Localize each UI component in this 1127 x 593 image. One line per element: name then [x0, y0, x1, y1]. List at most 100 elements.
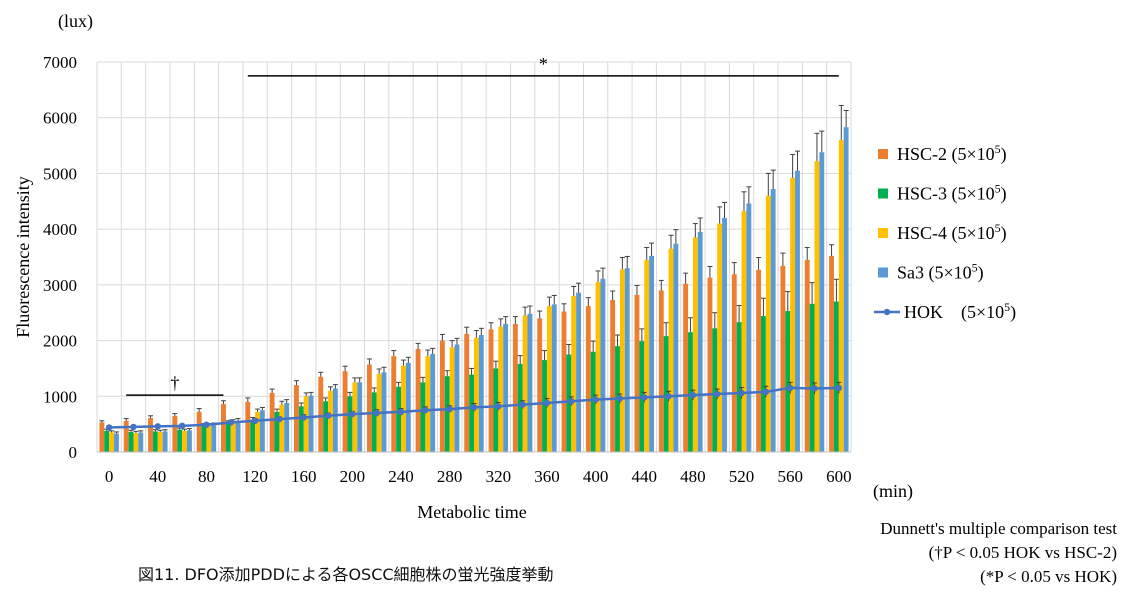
- x-tick-label: 200: [340, 467, 366, 486]
- bar: [688, 332, 693, 452]
- bar: [819, 152, 825, 452]
- bar: [561, 311, 567, 452]
- bar: [148, 418, 153, 452]
- legend-label: Sa3 (5×105): [897, 261, 984, 284]
- bar: [756, 269, 762, 452]
- x-axis-title: Metabolic time: [417, 502, 526, 522]
- bar: [284, 402, 290, 452]
- legend-swatch: [878, 228, 888, 238]
- dagger-note: (†P < 0.05 HOK vs HSC-2): [928, 543, 1117, 562]
- bar: [833, 301, 839, 452]
- bar: [619, 269, 625, 452]
- test-name: Dunnett's multiple comparison test: [880, 519, 1117, 538]
- bar: [522, 315, 528, 452]
- hok-point: [786, 384, 794, 392]
- hok-point: [130, 423, 137, 431]
- bar: [765, 195, 771, 452]
- bar: [259, 410, 265, 452]
- significance-symbol: †: [170, 373, 179, 393]
- bar: [503, 323, 509, 452]
- legend-entry: HSC-4 (5×105): [878, 221, 1007, 244]
- bar: [546, 306, 552, 452]
- bar: [673, 243, 679, 452]
- x-tick-label: 240: [388, 467, 414, 486]
- bar: [493, 368, 499, 452]
- x-tick-label: 440: [632, 467, 658, 486]
- bar: [478, 335, 484, 452]
- legend-entry: HSC-3 (5×105): [878, 182, 1007, 205]
- bar: [843, 127, 849, 452]
- hok-point: [714, 390, 721, 398]
- legend-label: HOK (5×105): [904, 300, 1016, 323]
- bar: [332, 388, 338, 452]
- hok-point: [665, 393, 672, 400]
- legend-entry: HSC-2 (5×105): [878, 142, 1007, 165]
- bar: [206, 425, 212, 452]
- bar: [464, 333, 470, 452]
- bar: [712, 328, 718, 452]
- bar: [707, 277, 713, 452]
- bar: [318, 376, 324, 452]
- x-tick-label: 600: [826, 467, 852, 486]
- x-tick-label: 0: [105, 467, 114, 486]
- x-tick-label: 320: [486, 467, 512, 486]
- bar: [488, 329, 494, 452]
- hok-point: [373, 409, 380, 417]
- bar: [182, 430, 187, 452]
- legend-swatch: [878, 267, 888, 278]
- bar: [517, 363, 523, 452]
- bar: [761, 316, 766, 452]
- legend-entry: HOK (5×105): [874, 300, 1016, 323]
- hok-point: [738, 389, 745, 397]
- legend-label: HSC-2 (5×105): [897, 142, 1007, 165]
- bar: [644, 259, 650, 452]
- legend: HSC-2 (5×105) HSC-3 (5×105) HSC-4 (5×105) S…: [874, 142, 1016, 323]
- bar: [663, 336, 669, 452]
- bar: [814, 161, 820, 452]
- bar: [196, 411, 202, 452]
- bar: [255, 411, 260, 452]
- bar: [746, 203, 752, 452]
- bar: [576, 292, 582, 452]
- hok-point: [324, 412, 332, 419]
- bar: [128, 431, 134, 452]
- bar: [790, 177, 796, 452]
- bar: [235, 420, 241, 452]
- bar: [512, 323, 518, 452]
- bar: [245, 401, 251, 452]
- bar: [692, 237, 698, 452]
- statistics-note: Dunnett's multiple comparison test (†P <…: [880, 517, 1117, 589]
- bar: [123, 420, 129, 452]
- bar: [585, 306, 591, 452]
- bar: [201, 425, 207, 452]
- bar: [371, 392, 377, 452]
- bar: [347, 396, 353, 452]
- grid: [96, 61, 852, 453]
- y-tick-label: 7000: [43, 53, 77, 72]
- bar: [366, 364, 372, 452]
- significance-markers: †*: [126, 54, 839, 396]
- bar: [104, 430, 110, 452]
- legend-entry: Sa3 (5×105): [878, 261, 984, 284]
- bar: [697, 231, 703, 452]
- bar: [157, 431, 163, 452]
- bar: [303, 396, 309, 452]
- hok-point: [397, 408, 405, 416]
- bar: [425, 356, 431, 452]
- bar: [109, 432, 115, 452]
- hok-point: [689, 391, 697, 399]
- significance-symbol: *: [539, 54, 548, 74]
- hok-point: [300, 414, 307, 421]
- bar: [683, 283, 689, 452]
- asterisk-note: (*P < 0.05 vs HOK): [980, 567, 1117, 586]
- bar: [474, 337, 479, 452]
- hok-point: [616, 395, 624, 402]
- bar: [405, 362, 411, 452]
- bar: [415, 348, 421, 452]
- hok-point: [762, 388, 770, 396]
- bar: [396, 386, 402, 452]
- x-tick-label: 40: [149, 467, 166, 486]
- bar: [225, 423, 231, 452]
- hok-point: [543, 399, 551, 407]
- bar: [162, 431, 168, 452]
